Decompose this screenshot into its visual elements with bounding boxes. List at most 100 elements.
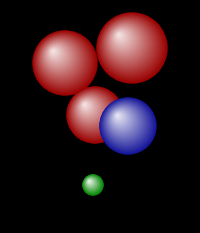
Circle shape bbox=[112, 110, 128, 126]
Circle shape bbox=[102, 18, 157, 72]
Circle shape bbox=[68, 88, 122, 142]
Circle shape bbox=[67, 87, 123, 143]
Circle shape bbox=[35, 33, 92, 90]
Circle shape bbox=[83, 175, 102, 194]
Circle shape bbox=[39, 37, 84, 82]
Circle shape bbox=[117, 33, 124, 40]
Circle shape bbox=[48, 46, 64, 62]
Circle shape bbox=[86, 178, 97, 189]
Circle shape bbox=[86, 178, 97, 189]
Circle shape bbox=[105, 103, 144, 142]
Circle shape bbox=[104, 20, 151, 67]
Circle shape bbox=[110, 108, 135, 133]
Circle shape bbox=[110, 26, 138, 54]
Circle shape bbox=[70, 90, 115, 135]
Circle shape bbox=[82, 102, 89, 109]
Circle shape bbox=[109, 25, 140, 56]
Circle shape bbox=[107, 105, 141, 139]
Circle shape bbox=[86, 178, 95, 187]
Circle shape bbox=[105, 21, 148, 65]
Circle shape bbox=[108, 24, 143, 59]
Circle shape bbox=[112, 28, 133, 49]
Circle shape bbox=[83, 103, 87, 107]
Circle shape bbox=[100, 16, 161, 77]
Circle shape bbox=[86, 178, 97, 188]
Circle shape bbox=[34, 32, 96, 93]
Circle shape bbox=[111, 27, 136, 51]
Circle shape bbox=[101, 17, 159, 75]
Circle shape bbox=[88, 180, 91, 183]
Circle shape bbox=[37, 35, 88, 86]
Circle shape bbox=[37, 35, 89, 87]
Circle shape bbox=[85, 177, 99, 191]
Circle shape bbox=[79, 99, 95, 115]
Circle shape bbox=[72, 92, 113, 133]
Circle shape bbox=[72, 92, 112, 132]
Circle shape bbox=[116, 32, 124, 40]
Circle shape bbox=[81, 101, 92, 112]
Circle shape bbox=[85, 177, 100, 192]
Circle shape bbox=[84, 176, 102, 194]
Circle shape bbox=[79, 99, 97, 116]
Circle shape bbox=[113, 29, 131, 47]
Circle shape bbox=[87, 179, 94, 186]
Circle shape bbox=[87, 179, 94, 185]
Circle shape bbox=[109, 107, 137, 135]
Circle shape bbox=[111, 27, 135, 51]
Circle shape bbox=[106, 104, 142, 140]
Circle shape bbox=[73, 93, 109, 130]
Circle shape bbox=[116, 114, 121, 119]
Circle shape bbox=[104, 20, 153, 69]
Circle shape bbox=[88, 180, 92, 184]
Circle shape bbox=[73, 93, 110, 130]
Circle shape bbox=[106, 104, 142, 140]
Circle shape bbox=[82, 102, 90, 110]
Circle shape bbox=[105, 21, 149, 65]
Circle shape bbox=[51, 48, 58, 56]
Circle shape bbox=[106, 22, 148, 64]
Circle shape bbox=[45, 43, 71, 69]
Circle shape bbox=[99, 15, 162, 78]
Circle shape bbox=[100, 16, 161, 77]
Circle shape bbox=[49, 47, 61, 59]
Circle shape bbox=[69, 89, 119, 139]
Circle shape bbox=[76, 96, 102, 122]
Circle shape bbox=[41, 39, 80, 78]
Circle shape bbox=[83, 103, 88, 108]
Circle shape bbox=[105, 103, 145, 143]
Circle shape bbox=[89, 181, 91, 183]
Circle shape bbox=[50, 48, 59, 57]
Circle shape bbox=[113, 29, 132, 48]
Circle shape bbox=[115, 113, 123, 121]
Circle shape bbox=[118, 34, 120, 35]
Circle shape bbox=[97, 13, 167, 83]
Circle shape bbox=[111, 109, 132, 130]
Circle shape bbox=[42, 40, 76, 74]
Circle shape bbox=[87, 178, 95, 187]
Circle shape bbox=[69, 89, 118, 138]
Circle shape bbox=[115, 31, 128, 44]
Circle shape bbox=[47, 45, 65, 63]
Circle shape bbox=[69, 89, 118, 138]
Circle shape bbox=[39, 37, 83, 81]
Circle shape bbox=[115, 113, 122, 120]
Circle shape bbox=[44, 41, 73, 72]
Circle shape bbox=[109, 24, 141, 57]
Circle shape bbox=[84, 176, 101, 193]
Circle shape bbox=[70, 90, 116, 136]
Circle shape bbox=[33, 31, 96, 94]
Circle shape bbox=[85, 177, 98, 190]
Circle shape bbox=[40, 38, 82, 79]
Circle shape bbox=[108, 106, 137, 135]
Circle shape bbox=[75, 95, 105, 125]
Circle shape bbox=[107, 23, 144, 60]
Circle shape bbox=[43, 41, 74, 72]
Circle shape bbox=[75, 95, 106, 126]
Circle shape bbox=[88, 180, 93, 185]
Circle shape bbox=[38, 36, 85, 83]
Circle shape bbox=[78, 98, 98, 118]
Circle shape bbox=[41, 39, 79, 77]
Circle shape bbox=[87, 179, 94, 186]
Circle shape bbox=[88, 180, 93, 185]
Circle shape bbox=[50, 48, 59, 58]
